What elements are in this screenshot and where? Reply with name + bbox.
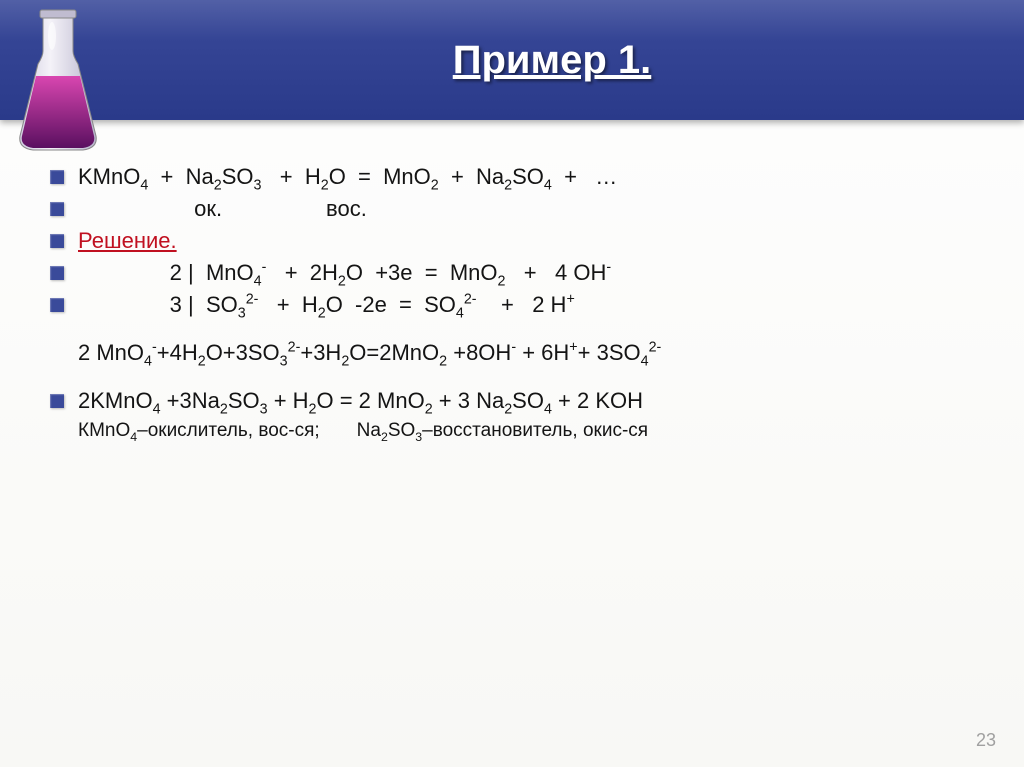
bullet-icon: [50, 298, 64, 312]
bullet-icon: [50, 394, 64, 408]
molecular-equation: 2KMnO4 +3Na2SO3 + H2O = 2 MnO2 + 3 Na2SO…: [50, 388, 984, 414]
flask-image: [8, 6, 108, 156]
header: Пример 1.: [0, 0, 1024, 120]
slide: Пример 1. KMnO4 + Na2SO3 + H2O = MnO2 + …: [0, 0, 1024, 767]
solution-label: Решение.: [78, 228, 177, 254]
conclusion-line: КMnO4–окислитель, вос-ся; Na2SO3–восстан…: [50, 420, 984, 442]
equation-line-1: KMnO4 + Na2SO3 + H2O = MnO2 + Na2SO4 + …: [50, 164, 984, 190]
bullet-icon: [50, 266, 64, 280]
solution-heading: Решение.: [50, 228, 984, 254]
role-text: ок. вос.: [78, 196, 367, 222]
page-number: 23: [976, 730, 996, 751]
role-line: ок. вос.: [50, 196, 984, 222]
content: KMnO4 + Na2SO3 + H2O = MnO2 + Na2SO4 + ……: [0, 120, 1024, 442]
half-reaction-1: 2 | MnO4- + 2H2O +3e = MnO2 + 4 OH-: [50, 260, 984, 286]
half-reaction-2: 3 | SO32- + H2O -2e = SO42- + 2 H+: [50, 292, 984, 318]
slide-title: Пример 1.: [453, 38, 652, 83]
bullet-icon: [50, 170, 64, 184]
bullet-icon: [50, 202, 64, 216]
bullet-icon: [50, 234, 64, 248]
ionic-equation: 2 MnO4-+4H2O+3SO32-+3H2O=2MnO2 +8OH- + 6…: [50, 340, 984, 366]
